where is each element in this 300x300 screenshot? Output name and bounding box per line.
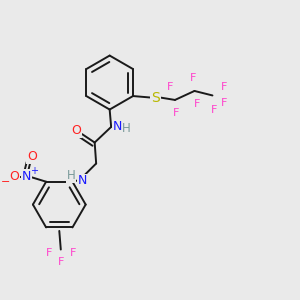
Text: O: O — [27, 150, 37, 163]
Text: O: O — [72, 124, 82, 137]
Text: F: F — [173, 107, 180, 118]
Text: N: N — [113, 119, 122, 133]
Text: S: S — [151, 91, 160, 104]
Text: H: H — [122, 122, 131, 135]
Text: F: F — [167, 82, 173, 92]
Text: +: + — [30, 166, 38, 176]
Text: F: F — [221, 82, 227, 92]
Text: N: N — [22, 170, 31, 183]
Text: H: H — [67, 169, 76, 182]
Text: F: F — [194, 98, 201, 109]
Text: F: F — [70, 248, 76, 257]
Text: F: F — [211, 105, 217, 115]
Text: F: F — [190, 73, 196, 83]
Text: F: F — [58, 257, 64, 267]
Text: O: O — [9, 169, 19, 182]
Text: F: F — [46, 248, 52, 257]
Text: −: − — [0, 177, 10, 187]
Text: N: N — [77, 174, 87, 188]
Text: F: F — [221, 98, 227, 108]
